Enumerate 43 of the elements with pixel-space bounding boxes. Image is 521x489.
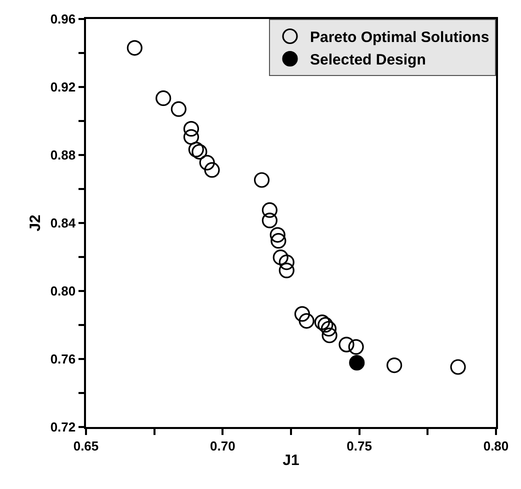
y-tick-label: 0.72 (50, 420, 76, 435)
text: 0.65 (73, 438, 99, 454)
point (183, 129, 200, 145)
legend-label: Selected Design (310, 52, 426, 69)
y-tick-label: 0.88 (50, 148, 76, 163)
point (348, 339, 364, 355)
x-tick-label: 0.70 (210, 438, 236, 454)
point (204, 162, 220, 178)
point (298, 313, 314, 329)
point (318, 317, 334, 333)
point (294, 306, 310, 322)
x-tick-label: 0.80 (483, 438, 509, 454)
point (338, 336, 354, 352)
point (386, 357, 402, 374)
point (314, 314, 330, 330)
point (126, 40, 142, 56)
y-tick-label: 0.84 (50, 216, 76, 231)
point (183, 121, 200, 137)
y-tick-label: 0.96 (50, 12, 76, 27)
legend-label: Pareto Optimal Solutions (310, 29, 490, 46)
point (349, 354, 365, 371)
point (199, 154, 215, 170)
y-tick-label: 0.76 (50, 352, 76, 367)
point (156, 90, 172, 106)
point (188, 142, 204, 158)
point (254, 172, 270, 188)
point (262, 202, 278, 218)
x-axis-title: J1 (282, 452, 300, 469)
point (322, 328, 338, 344)
point (450, 359, 466, 375)
point (320, 320, 337, 337)
y-tick-label: 0.80 (50, 284, 76, 299)
point (272, 250, 288, 266)
point (278, 262, 294, 278)
y-axis-title: J2 (27, 214, 44, 232)
point (192, 144, 208, 160)
point (270, 227, 286, 243)
point (270, 233, 286, 249)
y-tick-label: 0.92 (50, 80, 76, 95)
point (278, 254, 294, 270)
point (170, 101, 186, 117)
x-tick-label: 0.75 (346, 438, 372, 454)
point (262, 212, 278, 228)
